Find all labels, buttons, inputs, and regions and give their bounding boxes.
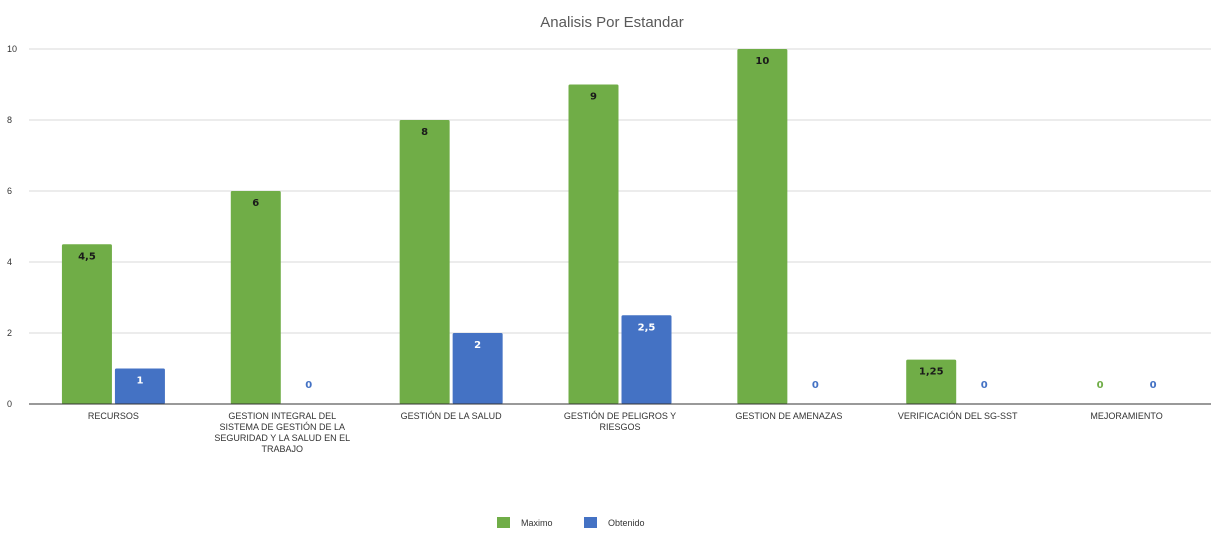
bar-maximo	[737, 49, 788, 404]
y-tick-label: 10	[7, 44, 17, 54]
x-category-label: GESTIÓN DE LA SALUD	[401, 411, 503, 421]
gridlines	[29, 48, 1211, 334]
x-category-label: VERIFICACIÓN DEL SG-SST	[898, 411, 1018, 421]
x-category-label: RECURSOS	[88, 411, 139, 421]
x-category-label-line: GESTION INTEGRAL DEL	[228, 411, 336, 421]
bar-maximo	[61, 244, 112, 404]
x-category-label-line: GESTION DE AMENAZAS	[735, 411, 842, 421]
x-category-label: GESTION DE AMENAZAS	[735, 411, 842, 421]
data-label: 0	[305, 380, 312, 391]
y-tick-label: 0	[7, 399, 12, 409]
x-category-label-line: GESTIÓN DE LA SALUD	[401, 411, 503, 421]
x-category-label: MEJORAMIENTO	[1090, 411, 1162, 421]
data-label: 2,5	[638, 322, 656, 333]
y-axis: 0 2 4 6 8 10	[7, 44, 17, 409]
y-tick-label: 2	[7, 328, 12, 338]
legend-label-maximo: Maximo	[521, 518, 553, 528]
y-tick-label: 4	[7, 257, 12, 267]
x-category-label-line: RIESGOS	[599, 422, 640, 432]
data-label: 0	[1150, 380, 1157, 391]
data-label: 1	[136, 376, 143, 387]
x-category-label-line: TRABAJO	[262, 444, 304, 454]
x-axis: RECURSOS GESTION INTEGRAL DEL SISTEMA DE G…	[29, 403, 1211, 454]
legend: Maximo Obtenido	[497, 517, 645, 528]
data-label: 9	[590, 92, 597, 103]
legend-label-obtenido: Obtenido	[608, 518, 645, 528]
data-label: 1,25	[919, 367, 944, 378]
y-tick-label: 6	[7, 186, 12, 196]
data-label: 0	[1097, 380, 1104, 391]
y-tick-label: 8	[7, 115, 12, 125]
bar-obtenido	[452, 333, 503, 404]
x-category-label-line: SISTEMA DE GESTIÓN DE LA	[220, 422, 346, 432]
x-category-label-line: MEJORAMIENTO	[1090, 411, 1162, 421]
data-label: 0	[812, 380, 819, 391]
chart-title: Analisis Por Estandar	[540, 14, 683, 31]
bar-obtenido	[621, 315, 672, 404]
bar-maximo	[906, 359, 957, 404]
x-category-label-line: SEGURIDAD Y LA SALUD EN EL	[214, 433, 350, 443]
legend-swatch-maximo	[497, 517, 510, 528]
data-label: 6	[252, 198, 259, 209]
data-label: 2	[474, 340, 481, 351]
data-label: 0	[981, 380, 988, 391]
data-label: 10	[755, 56, 769, 67]
bar-obtenido	[114, 368, 165, 404]
x-category-label-line: GESTIÓN DE PELIGROS Y	[564, 411, 676, 421]
bar-maximo	[399, 120, 450, 404]
data-label: 8	[421, 127, 428, 138]
bar-maximo	[230, 191, 281, 404]
x-category-label-line: RECURSOS	[88, 411, 139, 421]
bar-maximo	[568, 84, 619, 404]
data-label: 4,5	[78, 251, 96, 262]
x-category-label-line: VERIFICACIÓN DEL SG-SST	[898, 411, 1018, 421]
legend-swatch-obtenido	[584, 517, 597, 528]
x-category-label: GESTION INTEGRAL DEL SISTEMA DE GESTIÓN D…	[214, 411, 350, 454]
x-category-label: GESTIÓN DE PELIGROS Y RIESGOS	[564, 411, 676, 432]
